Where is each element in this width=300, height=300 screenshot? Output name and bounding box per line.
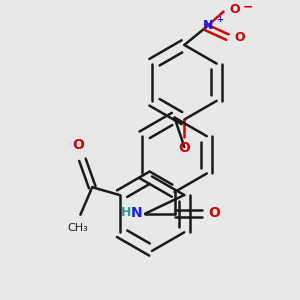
Text: N: N: [130, 206, 142, 220]
Text: O: O: [73, 138, 84, 152]
Text: CH₃: CH₃: [67, 223, 88, 232]
Text: −: −: [243, 0, 254, 13]
Text: O: O: [230, 3, 240, 16]
Text: H: H: [121, 206, 131, 219]
Text: O: O: [208, 206, 220, 220]
Text: O: O: [178, 141, 190, 155]
Text: O: O: [234, 31, 245, 44]
Text: N: N: [203, 19, 213, 32]
Text: +: +: [216, 15, 223, 24]
